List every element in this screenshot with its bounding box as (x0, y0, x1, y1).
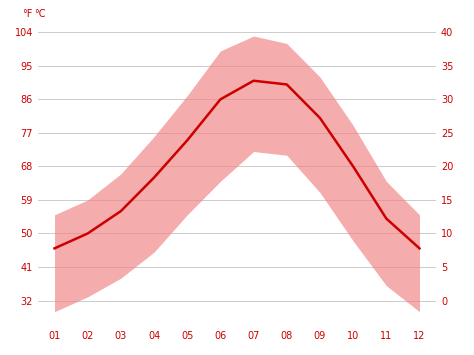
Text: °C: °C (34, 9, 46, 19)
Text: °F: °F (22, 9, 32, 19)
